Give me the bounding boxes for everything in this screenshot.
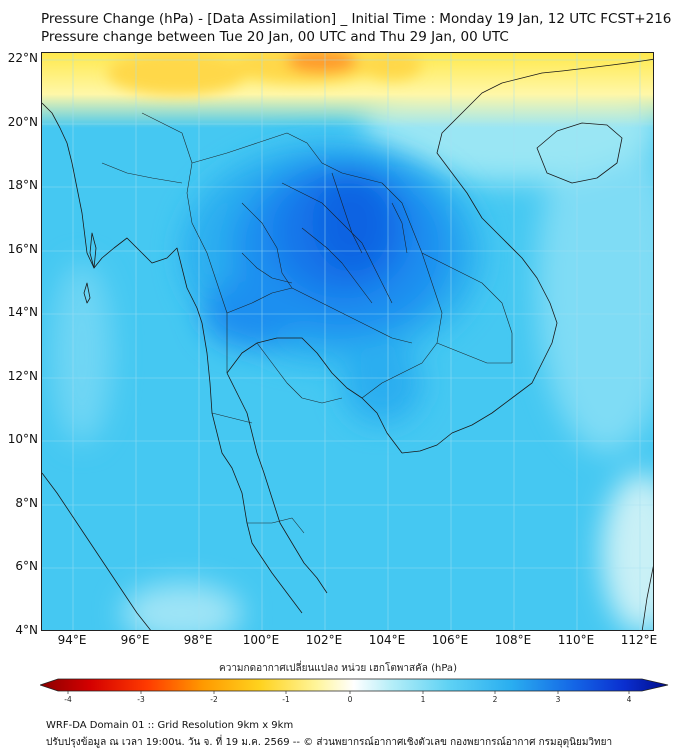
colorbar-label: ความกดอากาศเปลี่ยนแปลง หน่วย เฮกโตพาสคัล…	[219, 663, 457, 674]
lat-tick-22: 22°N	[7, 51, 38, 65]
map-panel	[41, 52, 654, 631]
lon-tick-94: 94°E	[57, 633, 87, 647]
colorbar-tick-marks	[67, 691, 630, 694]
colorbar-tick--2: -2	[210, 695, 218, 704]
lat-tick-20: 20°N	[7, 115, 38, 129]
title-line-2: Pressure change between Tue 20 Jan, 00 U…	[41, 29, 509, 45]
footer-model-info: WRF-DA Domain 01 :: Grid Resolution 9km …	[46, 720, 294, 731]
lon-tick-98: 98°E	[183, 633, 213, 647]
lat-tick-4: 4°N	[15, 623, 38, 637]
lat-tick-6: 6°N	[15, 559, 38, 573]
lon-tick-112: 112°E	[620, 633, 658, 647]
colorbar-tick--1: -1	[282, 695, 290, 704]
lat-tick-18: 18°N	[7, 178, 38, 192]
colorbar-tick--3: -3	[137, 695, 145, 704]
lon-tick-102: 102°E	[305, 633, 343, 647]
colorbar-ramp	[40, 678, 669, 692]
lat-tick-16: 16°N	[7, 242, 38, 256]
lon-tick-96: 96°E	[120, 633, 150, 647]
lon-tick-100: 100°E	[242, 633, 280, 647]
lon-tick-106: 106°E	[431, 633, 469, 647]
lat-tick-8: 8°N	[15, 496, 38, 510]
lon-tick-104: 104°E	[368, 633, 406, 647]
footer-credit: ปรับปรุงข้อมูล ณ เวลา 19:00น. วัน จ. ที่…	[46, 737, 613, 748]
colorbar-tick-4: 4	[627, 695, 632, 704]
lat-tick-14: 14°N	[7, 305, 38, 319]
colorbar-tick-1: 1	[421, 695, 426, 704]
lon-tick-108: 108°E	[494, 633, 532, 647]
coastlines	[42, 58, 653, 630]
lon-tick-110: 110°E	[557, 633, 595, 647]
graticule	[42, 53, 653, 630]
colorbar-tick--4: -4	[64, 695, 72, 704]
figure-title: Pressure Change (hPa) - [Data Assimilati…	[41, 10, 671, 46]
admin-borders	[101, 112, 513, 534]
colorbar: -4 -3 -2 -1 0 1 2 3 4	[40, 678, 669, 704]
lat-tick-10: 10°N	[7, 432, 38, 446]
lat-tick-12: 12°N	[7, 369, 38, 383]
title-line-1: Pressure Change (hPa) - [Data Assimilati…	[41, 11, 672, 27]
pressure-map	[42, 53, 653, 630]
colorbar-tick-3: 3	[556, 695, 561, 704]
colorbar-tick-0: 0	[348, 695, 353, 704]
colorbar-tick-2: 2	[493, 695, 498, 704]
